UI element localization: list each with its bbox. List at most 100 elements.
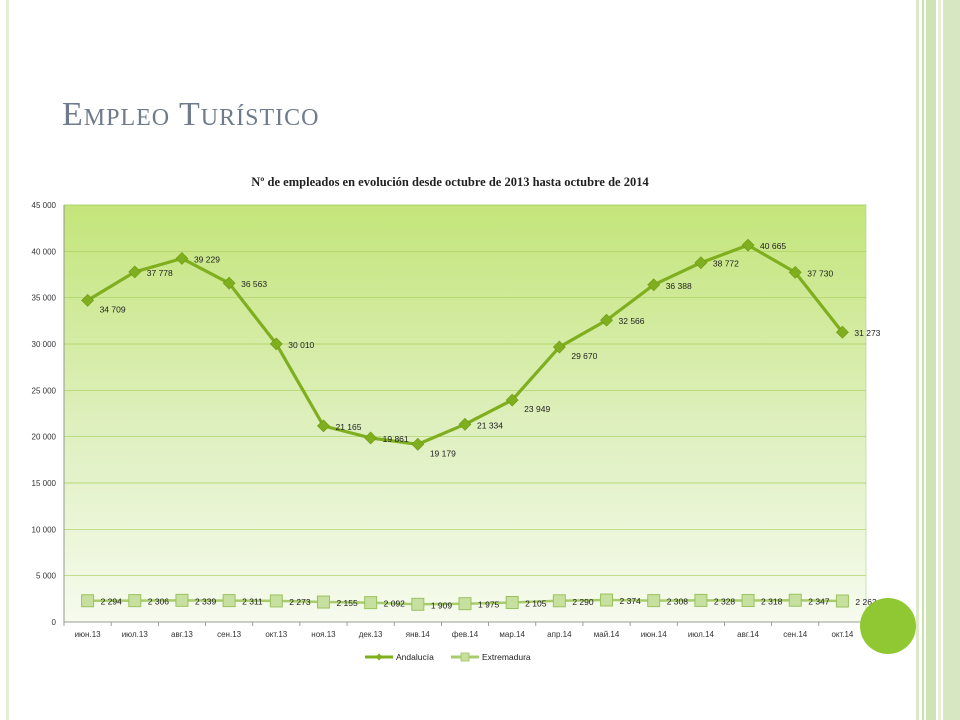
decorative-dot [860, 598, 916, 654]
data-point-andalucia [364, 431, 378, 445]
data-point-extremadura [175, 593, 189, 607]
data-label-andalucia: 37 730 [807, 268, 833, 278]
data-label-extremadura: 2 290 [572, 597, 594, 607]
data-label-extremadura: 2 374 [620, 596, 642, 606]
data-label-extremadura: 2 308 [667, 597, 689, 607]
data-point-andalucia [81, 293, 95, 307]
data-label-extremadura: 2 306 [148, 597, 170, 607]
series-group: 2 294 2 306 2 339 2 311 2 273 2 155 2 092 1 909… [81, 238, 881, 611]
x-tick-label: окт.13 [265, 630, 287, 639]
data-label-andalucia: 21 334 [477, 420, 503, 430]
data-point-extremadura [741, 594, 755, 608]
y-tick-label: 0 [52, 618, 57, 627]
data-point-extremadura [364, 596, 378, 610]
data-label-extremadura: 2 105 [525, 598, 547, 608]
plot-area [63, 204, 867, 623]
data-point-extremadura [788, 593, 802, 607]
y-tick-label: 5 000 [36, 572, 57, 581]
chart-title: Nº de empleados en evolución desde octub… [251, 175, 649, 189]
data-point-extremadura [647, 594, 661, 608]
data-label-andalucia: 31 273 [854, 328, 880, 338]
x-tick-label: окт.14 [831, 630, 853, 639]
data-label-andalucia: 19 861 [383, 434, 409, 444]
data-point-andalucia [505, 393, 519, 407]
x-tick-label: сен.13 [217, 630, 242, 639]
stripe [922, 0, 924, 720]
stripe [938, 0, 941, 720]
data-label-andalucia: 30 010 [288, 340, 314, 350]
data-point-extremadura [222, 594, 236, 608]
slide-right-stripes [916, 0, 960, 720]
data-label-andalucia: 39 229 [194, 254, 220, 264]
y-tick-label: 30 000 [32, 340, 57, 349]
data-label-extremadura: 2 294 [101, 597, 123, 607]
data-point-andalucia [552, 340, 566, 354]
data-point-andalucia [458, 417, 472, 431]
data-point-extremadura [81, 594, 95, 608]
data-point-extremadura [458, 597, 472, 611]
data-point-extremadura [128, 594, 142, 608]
slide-left-border [6, 0, 9, 720]
data-point-andalucia [835, 325, 849, 339]
y-tick-label: 10 000 [32, 525, 57, 534]
data-point-extremadura [600, 593, 614, 607]
x-tick-label: фев.14 [452, 630, 479, 639]
x-tick-label: сен.14 [783, 630, 808, 639]
y-tick-label: 20 000 [32, 433, 57, 442]
data-label-extremadura: 2 318 [761, 597, 783, 607]
data-label-extremadura: 1 909 [431, 600, 453, 610]
data-point-extremadura [552, 594, 566, 608]
data-label-extremadura: 2 155 [336, 598, 358, 608]
x-tick-label: май.14 [594, 630, 620, 639]
data-label-andalucia: 38 772 [713, 259, 739, 269]
x-tick-label: июл.13 [122, 630, 149, 639]
data-label-andalucia: 36 563 [241, 279, 267, 289]
data-label-extremadura: 2 092 [384, 599, 406, 609]
data-label-andalucia: 32 566 [619, 316, 645, 326]
data-point-andalucia [222, 276, 236, 290]
data-label-extremadura: 2 311 [242, 597, 263, 607]
x-tick-label: мар.14 [499, 630, 525, 639]
data-label-extremadura: 2 328 [714, 596, 736, 606]
data-point-extremadura [694, 593, 708, 607]
legend-marker-andalucia [375, 653, 383, 661]
legend-label-andalucia: Andalucía [396, 652, 434, 662]
data-point-andalucia [647, 278, 661, 292]
data-label-andalucia: 19 179 [430, 448, 456, 458]
data-point-extremadura [269, 594, 283, 608]
x-tick-label: июл.14 [688, 630, 715, 639]
x-tick-label: авг.13 [171, 630, 193, 639]
data-label-andalucia: 29 670 [571, 351, 597, 361]
x-tick-label: дек.13 [359, 630, 383, 639]
x-tick-label: июн.13 [75, 630, 102, 639]
slide-title: Empleo Turístico [62, 96, 320, 133]
data-label-extremadura: 2 339 [195, 596, 217, 606]
y-tick-label: 35 000 [32, 294, 57, 303]
y-tick-label: 25 000 [32, 386, 57, 395]
data-point-andalucia [175, 252, 189, 265]
stripe [926, 0, 936, 720]
x-tick-label: апр.14 [547, 630, 572, 639]
legend: Andalucía Extremadura [365, 652, 531, 662]
x-tick-label: июн.14 [641, 630, 668, 639]
x-tick-label: авг.14 [737, 630, 759, 639]
x-tick-label: янв.14 [406, 630, 431, 639]
stripe [916, 0, 919, 720]
gridlines [64, 204, 866, 577]
y-tick-label: 40 000 [32, 247, 57, 256]
data-point-extremadura [505, 595, 519, 609]
data-point-andalucia [128, 265, 142, 279]
data-label-andalucia: 23 949 [524, 404, 550, 414]
x-tick-label: ноя.13 [311, 630, 336, 639]
data-point-andalucia [741, 238, 755, 252]
legend-marker-extremadura [460, 652, 470, 662]
data-label-extremadura: 2 347 [808, 596, 830, 606]
data-label-extremadura: 2 263 [855, 597, 877, 607]
data-label-andalucia: 36 388 [666, 281, 692, 291]
data-label-andalucia: 34 709 [100, 304, 126, 314]
data-point-andalucia [411, 437, 425, 451]
data-point-extremadura [835, 594, 849, 608]
legend-label-extremadura: Extremadura [482, 652, 531, 662]
data-label-extremadura: 1 975 [478, 600, 500, 610]
